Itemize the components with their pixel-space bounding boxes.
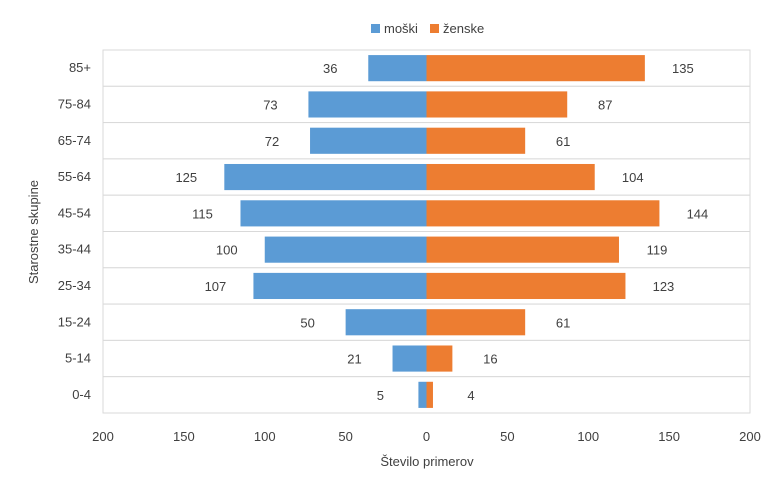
data-label-zenske: 16 bbox=[483, 352, 497, 367]
bar-zenske bbox=[426, 91, 568, 118]
data-label-moski: 115 bbox=[192, 206, 213, 221]
x-tick-label: 150 bbox=[658, 429, 680, 444]
data-label-zenske: 4 bbox=[467, 388, 474, 403]
category-label: 0-4 bbox=[72, 387, 91, 402]
data-label-moski: 5 bbox=[377, 388, 384, 403]
x-tick-label: 100 bbox=[254, 429, 276, 444]
bar-moski bbox=[368, 55, 427, 82]
data-label-zenske: 144 bbox=[687, 206, 709, 221]
data-label-moski: 50 bbox=[300, 315, 314, 330]
data-label-zenske: 87 bbox=[598, 97, 612, 112]
data-label-moski: 72 bbox=[265, 134, 279, 149]
data-label-moski: 125 bbox=[175, 170, 197, 185]
bar-zenske bbox=[426, 272, 626, 300]
category-label: 5-14 bbox=[65, 351, 91, 366]
data-label-moski: 100 bbox=[216, 243, 238, 258]
data-label-moski: 21 bbox=[347, 352, 361, 367]
data-label-zenske: 119 bbox=[647, 243, 668, 258]
bar-moski bbox=[264, 236, 427, 263]
x-tick-label: 50 bbox=[500, 429, 514, 444]
x-tick-label: 50 bbox=[338, 429, 352, 444]
bar-zenske bbox=[426, 309, 526, 336]
y-axis-title: Starostne skupine bbox=[26, 180, 41, 284]
bar-zenske bbox=[426, 127, 526, 154]
category-label: 15-24 bbox=[58, 314, 91, 329]
bar-moski bbox=[418, 381, 427, 408]
category-label: 55-64 bbox=[58, 169, 91, 184]
data-label-moski: 107 bbox=[205, 279, 227, 294]
bar-moski bbox=[310, 127, 427, 154]
bar-zenske bbox=[426, 200, 660, 227]
data-label-zenske: 135 bbox=[672, 61, 694, 76]
category-label: 85+ bbox=[69, 60, 91, 75]
legend-swatch-moski bbox=[371, 24, 380, 33]
data-label-zenske: 61 bbox=[556, 134, 570, 149]
x-tick-label: 150 bbox=[173, 429, 195, 444]
data-label-zenske: 61 bbox=[556, 315, 570, 330]
bar-moski bbox=[392, 345, 427, 372]
category-label: 35-44 bbox=[58, 242, 91, 257]
category-label: 45-54 bbox=[58, 205, 91, 220]
category-label: 75-84 bbox=[58, 96, 91, 111]
bar-moski bbox=[253, 272, 427, 300]
category-label: 65-74 bbox=[58, 133, 91, 148]
x-tick-label: 0 bbox=[423, 429, 430, 444]
legend-swatch-zenske bbox=[430, 24, 439, 33]
category-label: 25-34 bbox=[58, 278, 91, 293]
data-label-zenske: 104 bbox=[622, 170, 644, 185]
bar-zenske bbox=[426, 55, 645, 82]
bar-moski bbox=[240, 200, 427, 227]
legend: moški ženske bbox=[371, 21, 484, 36]
bar-zenske bbox=[426, 345, 453, 372]
bar-zenske bbox=[426, 236, 619, 263]
legend-label-zenske: ženske bbox=[443, 21, 484, 36]
data-label-moski: 36 bbox=[323, 61, 337, 76]
legend-label-moski: moški bbox=[384, 21, 418, 36]
bar-moski bbox=[224, 163, 427, 191]
x-axis-title: Število primerov bbox=[380, 454, 474, 469]
bar-moski bbox=[345, 309, 427, 336]
x-tick-label: 200 bbox=[92, 429, 114, 444]
data-label-moski: 73 bbox=[263, 97, 277, 112]
bar-zenske bbox=[426, 163, 595, 191]
x-tick-label: 200 bbox=[739, 429, 761, 444]
x-tick-label: 100 bbox=[577, 429, 599, 444]
bar-moski bbox=[308, 91, 427, 118]
bar-zenske bbox=[426, 381, 433, 408]
data-label-zenske: 123 bbox=[653, 279, 675, 294]
